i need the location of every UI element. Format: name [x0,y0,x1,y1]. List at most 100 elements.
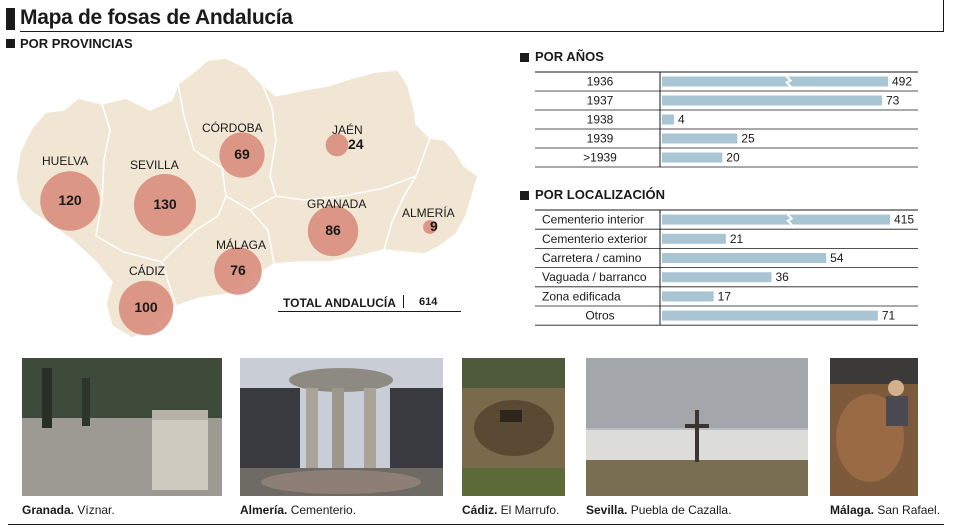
axis-break [784,74,793,89]
page-title: Mapa de fosas de Andalucía [20,6,293,29]
province-value: 130 [153,196,177,212]
data-label: 20 [726,151,740,165]
caption-detail: Puebla de Cazalla. [627,503,732,517]
category-label: 1938 [587,113,614,127]
total-value: 614 [419,296,438,308]
data-label: 25 [741,132,755,146]
photo-granada-image [22,358,222,496]
province-value: 69 [234,146,250,162]
caption-detail: El Marrufo. [497,503,560,517]
border-sevilla-cordoba [177,83,227,217]
axis-break [785,212,794,227]
data-label: 17 [718,289,732,303]
province-value: 76 [230,262,246,278]
bubble-almería [423,220,437,234]
photo-granada [22,358,222,496]
section-title-years: POR AÑOS [535,49,604,64]
bubble-granada [307,205,359,257]
bar [662,76,888,87]
category-label: Cementerio exterior [542,232,647,246]
border-malaga-granada [249,209,275,265]
title-rule [20,31,944,32]
category-label: >1939 [583,151,617,165]
caption-sevilla: Sevilla. Puebla de Cazalla. [586,503,731,517]
province-value: 24 [348,136,364,152]
photo-malaga-image [830,358,918,496]
photo-sevilla [586,358,808,496]
border-jaen-granada [275,137,431,201]
category-label: Carretera / camino [542,251,642,265]
border-granada-almeria [383,175,417,251]
caption-place: Sevilla. [586,503,628,517]
caption-place: Málaga. [830,503,875,517]
category-label: Vaguada / barranco [542,270,647,284]
photo-almeria-image [240,358,443,496]
data-label: 36 [775,270,789,284]
category-label: Otros [585,309,614,323]
title-marker [6,8,15,30]
caption-place: Almería. [240,503,288,517]
bar [662,152,723,163]
total-label: TOTAL ANDALUCÍA [283,296,396,310]
province-label: SEVILLA [130,158,179,172]
andalucia-map [15,57,479,339]
bar [662,133,738,144]
border-sevilla-malaga [161,215,219,263]
caption-place: Granada. [22,503,75,517]
total-separator [403,295,404,308]
category-label: Cementerio interior [542,213,644,227]
photo-cadiz [462,358,565,496]
bar [662,114,675,125]
bar [662,253,827,263]
data-label: 73 [886,94,900,108]
bubble-córdoba [219,132,265,178]
caption-detail: Víznar. [74,503,115,517]
data-label: 71 [882,309,896,323]
data-label: 492 [892,75,912,89]
caption-malaga: Málaga. San Rafael. [830,503,940,517]
border-sevilla-cadiz [95,235,177,307]
category-label: 1936 [587,75,614,89]
province-value: 9 [430,218,438,234]
section-marker [520,53,529,62]
border-cordoba-jaen [261,83,277,197]
province-label: MÁLAGA [216,238,267,252]
photo-almeria [240,358,443,496]
map-outline [15,57,479,339]
photo-cadiz-image [462,358,565,496]
province-value: 86 [325,222,341,238]
province-label: ALMERÍA [402,206,455,220]
caption-detail: Cementerio. [287,503,357,517]
data-label: 415 [894,213,914,227]
province-label: JAÉN [332,123,363,137]
data-label: 54 [830,251,844,265]
category-label: 1937 [587,94,614,108]
bar [662,233,726,244]
section-marker [520,191,529,200]
bubble-cádiz [118,280,174,336]
province-label: CÁDIZ [129,264,165,278]
bar [662,214,890,225]
caption-place: Cádiz. [462,503,498,517]
bubble-jaén [325,133,349,157]
caption-granada: Granada. Víznar. [22,503,115,517]
bar [662,272,772,283]
caption-almeria: Almería. Cementerio. [240,503,356,517]
province-label: CÓRDOBA [202,121,263,135]
photo-malaga [830,358,918,496]
bar [662,310,878,321]
province-value: 100 [134,299,158,315]
bar [662,291,714,302]
bubble-málaga [214,247,262,295]
category-label: Zona edificada [542,289,621,303]
province-label: HUELVA [42,154,89,168]
section-marker [6,39,15,48]
province-label: GRANADA [307,197,367,211]
data-label: 4 [678,113,685,127]
photo-sevilla-image [586,358,808,496]
section-title-location: POR LOCALIZACIÓN [535,187,665,202]
total-rule [278,311,461,312]
province-value: 120 [58,192,82,208]
bubble-huelva [40,171,100,231]
